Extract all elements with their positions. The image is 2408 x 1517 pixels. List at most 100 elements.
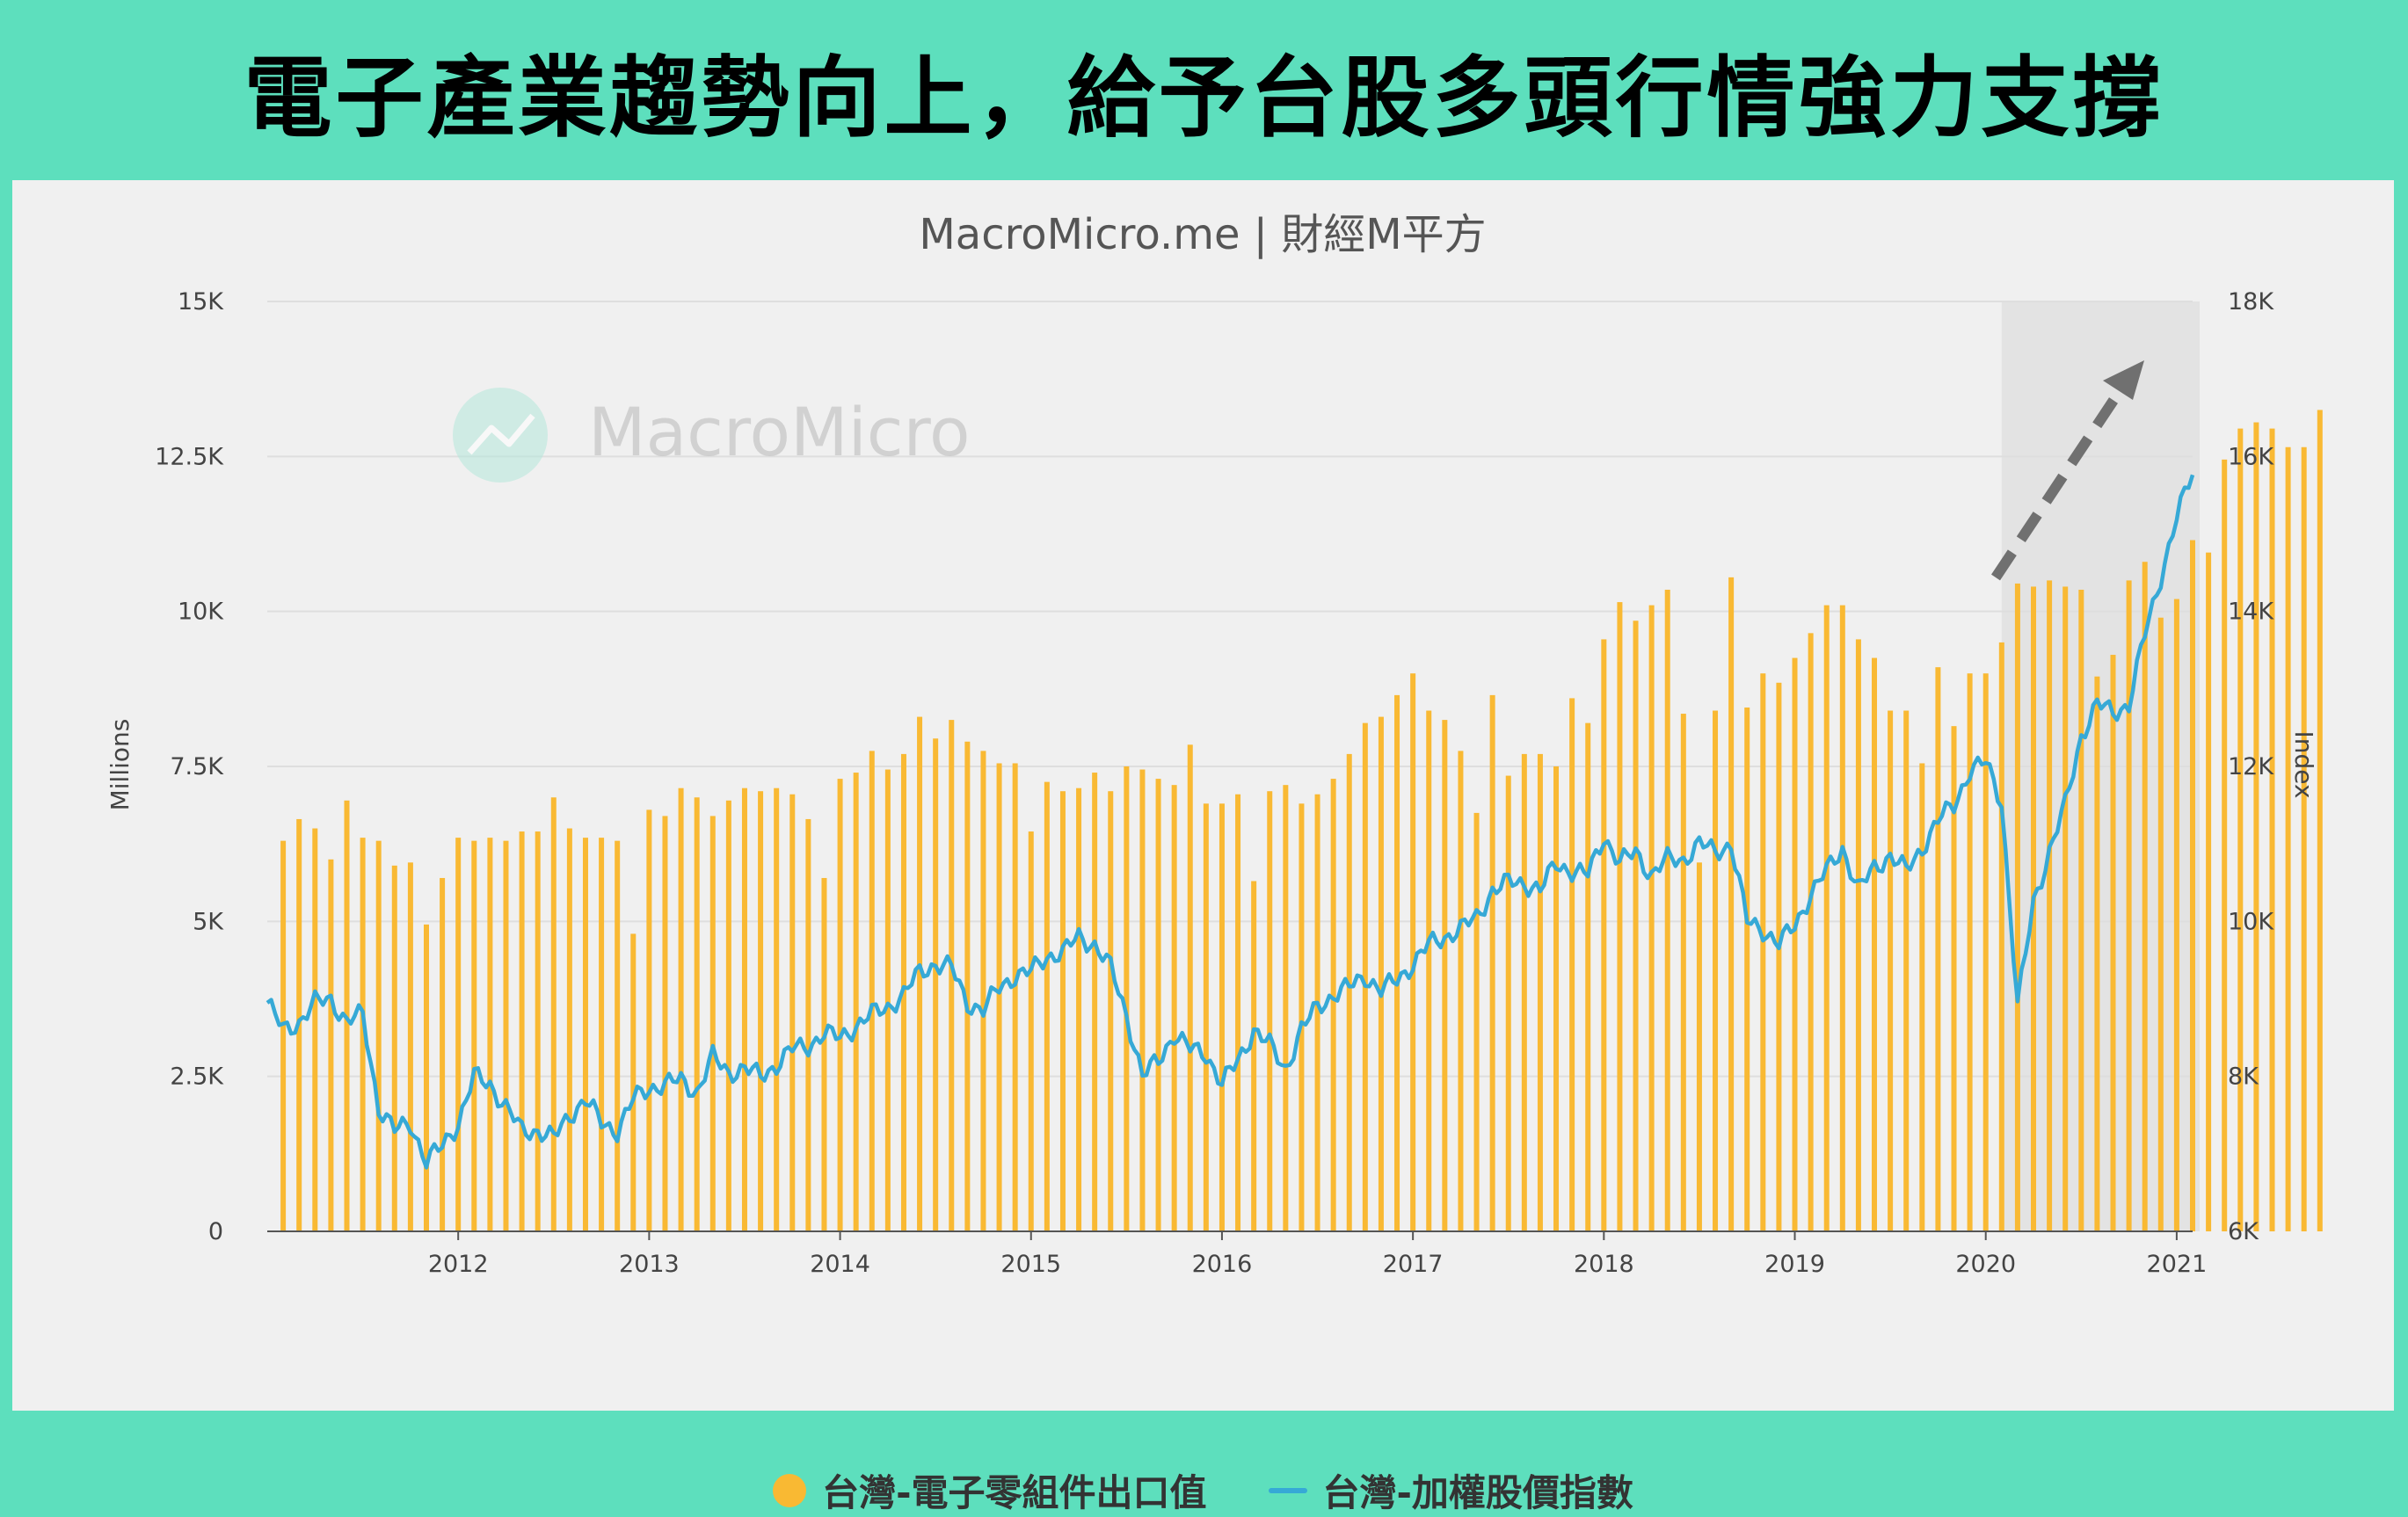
x-tick-label: 2013 [619, 1251, 680, 1278]
export-bar [2285, 446, 2291, 1232]
export-bar [1713, 710, 1719, 1231]
export-bar [566, 828, 572, 1231]
export-bar [2317, 410, 2323, 1231]
export-bar [853, 773, 859, 1231]
export-bar [1267, 791, 1273, 1231]
export-bar [2094, 676, 2100, 1231]
x-axis-ticks: 2012 2013 2014 2015 2016 2017 2018 2019 2020 2021 [428, 1231, 2207, 1278]
export-bar [1108, 791, 1114, 1231]
export-bar [1124, 766, 1130, 1231]
export-bar [949, 720, 955, 1231]
export-bar [1967, 673, 1973, 1231]
export-bar [423, 924, 429, 1231]
export-bar [1410, 673, 1416, 1231]
left-tick-label: 2.5K [170, 1063, 224, 1091]
export-bar [1346, 753, 1352, 1231]
left-tick-label: 7.5K [170, 753, 224, 780]
x-tick-label: 2017 [1383, 1251, 1444, 1278]
export-bar [519, 831, 525, 1231]
export-bar [328, 859, 334, 1231]
trend-arrow-shaft [1991, 390, 2122, 581]
export-bar [1473, 812, 1480, 1231]
export-bar [917, 716, 923, 1231]
export-bar [2062, 586, 2069, 1231]
export-bar [2078, 589, 2084, 1231]
export-bar [662, 816, 668, 1231]
line-series-swatch [1268, 1487, 1307, 1493]
export-bar [1664, 589, 1670, 1231]
export-bar [725, 800, 731, 1231]
x-tick-label: 2018 [1574, 1251, 1634, 1278]
export-bar [1855, 639, 1861, 1231]
export-bar [1394, 694, 1400, 1231]
watermark-text: MacroMicro [588, 393, 971, 471]
export-bar [1155, 779, 1161, 1231]
export-bar [2110, 655, 2116, 1231]
left-tick-label: 0 [208, 1218, 223, 1245]
export-bar [1951, 726, 1957, 1231]
export-bar [1553, 766, 1560, 1231]
export-bar [1203, 803, 1209, 1231]
bar-series-swatch [773, 1473, 807, 1507]
export-bar [2014, 583, 2020, 1231]
left-tick-label: 5K [193, 908, 224, 935]
export-bar [535, 831, 541, 1231]
export-bar [933, 738, 939, 1231]
export-bar [615, 840, 621, 1231]
export-bar [2173, 599, 2179, 1231]
right-tick-label: 18K [2228, 288, 2274, 316]
export-bar [646, 809, 652, 1231]
gridlines [267, 301, 2193, 1078]
export-bar [774, 788, 780, 1231]
export-bar [837, 779, 843, 1231]
export-bar [1044, 781, 1050, 1231]
export-bar [1235, 794, 1241, 1231]
right-axis-label: Index [2289, 730, 2318, 798]
export-bar [487, 838, 493, 1231]
watermark-chart-icon [467, 413, 535, 455]
export-bar [1935, 667, 1941, 1231]
legend-item-index[interactable]: 台灣-加權股價指數 [1268, 1463, 1633, 1517]
left-tick-label: 15K [178, 288, 224, 316]
export-bar [1028, 831, 1034, 1231]
export-bar [2301, 446, 2307, 1232]
export-bar [1139, 769, 1146, 1231]
export-bar [1744, 707, 1750, 1231]
export-bar [1362, 722, 1368, 1231]
x-tick-label: 2015 [1000, 1251, 1061, 1278]
trend-arrow-head-icon [2103, 360, 2144, 400]
export-bar [1092, 773, 1098, 1231]
export-bar [280, 840, 287, 1231]
export-bar [630, 933, 637, 1231]
chart-panel: MacroMicro.me | 財經M平方 MacroMicro 0 2.5K 5K… [12, 180, 2394, 1514]
right-tick-label: 14K [2228, 599, 2274, 626]
export-bar [1617, 602, 1623, 1231]
watermark: MacroMicro [453, 388, 971, 483]
export-bar [1633, 621, 1639, 1231]
export-bar [2126, 580, 2132, 1231]
export-bar [1601, 639, 1607, 1231]
left-axis-ticks: 0 2.5K 5K 7.5K 10K 12.5K 15K [155, 288, 224, 1245]
legend-item-exports[interactable]: 台灣-電子零組件出口值 [773, 1463, 1207, 1517]
x-tick-label: 2014 [810, 1251, 870, 1278]
export-bar [1505, 775, 1511, 1231]
export-bar [1903, 710, 1910, 1231]
export-bar [1537, 753, 1543, 1231]
export-bar [980, 751, 986, 1231]
export-bar [391, 865, 397, 1231]
export-bar [440, 877, 446, 1231]
export-bar [1442, 720, 1448, 1231]
export-bar [1521, 753, 1527, 1231]
export-bar [1919, 763, 1925, 1231]
left-axis-label: Millions [105, 719, 135, 811]
export-bar [1792, 657, 1798, 1231]
export-bar [2237, 428, 2244, 1231]
export-bar [1808, 633, 1814, 1231]
export-bar [1378, 716, 1384, 1231]
export-bar [2142, 562, 2148, 1231]
export-bar [996, 763, 1002, 1231]
export-bar [1283, 785, 1289, 1231]
export-bar [709, 816, 716, 1231]
export-bar [503, 840, 509, 1231]
export-bar [1823, 605, 1830, 1231]
